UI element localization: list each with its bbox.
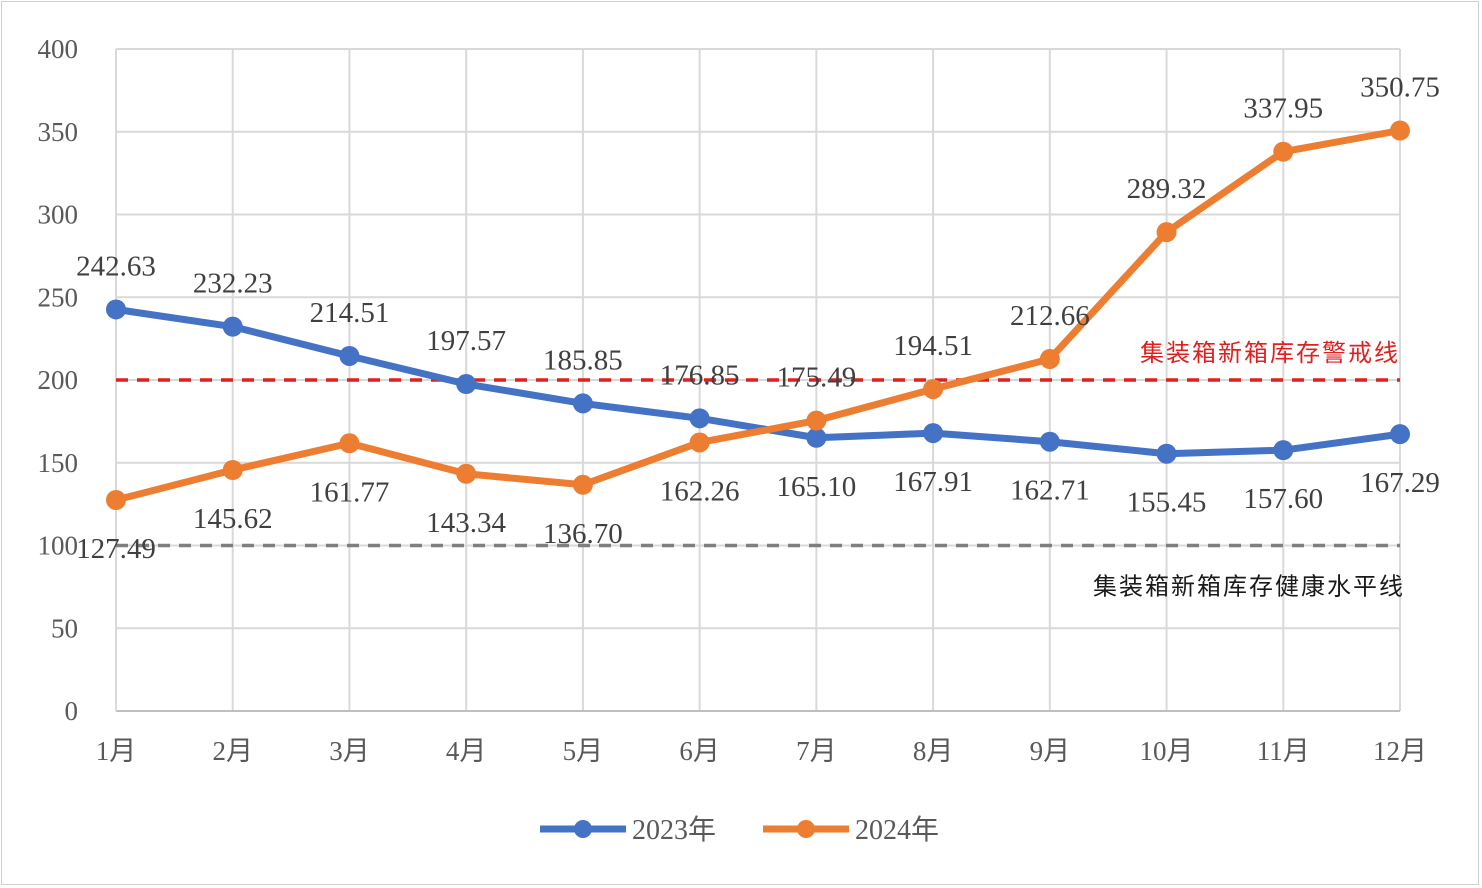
x-tick-label: 10月 <box>1140 736 1194 766</box>
y-tick-label: 250 <box>38 282 79 312</box>
x-tick-label: 3月 <box>329 736 370 766</box>
data-point <box>1039 349 1060 370</box>
series-group <box>106 120 1410 511</box>
data-point <box>222 459 243 480</box>
data-label: 176.85 <box>660 359 740 391</box>
y-tick-label: 50 <box>51 613 78 643</box>
data-label: 175.49 <box>776 362 856 394</box>
data-point <box>689 408 710 429</box>
legend-marker <box>797 820 815 838</box>
series-line <box>112 127 1404 504</box>
data-point <box>456 374 477 395</box>
data-label: 162.71 <box>1010 475 1090 507</box>
x-tick-label: 6月 <box>679 736 720 766</box>
reference-line-label: 集装箱新箱库存健康水平线 <box>1093 573 1405 601</box>
data-label: 194.51 <box>893 330 973 362</box>
y-tick-label: 350 <box>38 117 79 147</box>
x-tick-label: 8月 <box>913 736 954 766</box>
data-point <box>222 316 243 337</box>
data-point <box>106 490 126 511</box>
data-point <box>806 427 827 448</box>
data-point <box>923 423 944 444</box>
x-tick-label: 9月 <box>1030 736 1071 766</box>
data-label: 136.70 <box>543 518 623 550</box>
reference-line-label: 集装箱新箱库存警戒线 <box>1140 339 1400 367</box>
data-label: 197.57 <box>426 325 506 357</box>
x-tick-label: 11月 <box>1257 736 1310 766</box>
data-label: 161.77 <box>310 476 390 508</box>
data-label: 167.29 <box>1360 467 1440 499</box>
data-label: 165.10 <box>776 471 856 503</box>
data-label: 157.60 <box>1243 483 1323 515</box>
x-tick-label: 2月 <box>212 736 253 766</box>
data-label: 162.26 <box>660 475 740 507</box>
data-point <box>1390 120 1410 141</box>
data-label: 350.75 <box>1360 72 1440 104</box>
legend-label: 2023年 <box>632 814 716 846</box>
data-label: 185.85 <box>543 344 623 376</box>
data-point <box>572 474 593 495</box>
legend-label: 2024年 <box>855 814 939 846</box>
data-label: 289.32 <box>1127 173 1207 205</box>
x-tick-label: 1月 <box>96 736 137 766</box>
data-label: 127.49 <box>76 533 156 565</box>
data-label: 337.95 <box>1243 93 1323 125</box>
x-tick-label: 7月 <box>796 736 837 766</box>
data-label: 212.66 <box>1010 300 1090 332</box>
data-point <box>1390 424 1410 445</box>
data-point <box>923 379 944 400</box>
data-point <box>1273 440 1294 461</box>
data-point <box>572 393 593 414</box>
x-tick-label: 4月 <box>446 736 487 766</box>
data-point <box>339 345 360 366</box>
data-point <box>456 463 477 484</box>
y-tick-label: 200 <box>38 365 79 395</box>
legend: 2023年 2024年 <box>540 814 939 846</box>
data-labels: 242.63 127.49 232.23 145.62 214.51 161.77 197.… <box>76 72 1440 565</box>
data-point <box>106 299 126 320</box>
data-label: 145.62 <box>193 503 273 535</box>
y-tick-label: 150 <box>38 448 79 478</box>
y-tick-label: 100 <box>38 531 79 561</box>
y-tick-label: 300 <box>38 200 79 230</box>
data-label: 143.34 <box>426 507 506 539</box>
y-tick-label: 400 <box>38 34 79 64</box>
data-point <box>1156 222 1177 243</box>
axes: 0 50 100 150 200 250 300 350 400 1月 2月 3月 4月 5月 6月 7月 8月… <box>38 34 1428 766</box>
data-point <box>1273 141 1294 162</box>
x-tick-label: 12月 <box>1373 736 1427 766</box>
legend-marker <box>574 820 592 838</box>
data-label: 214.51 <box>310 297 390 329</box>
data-point <box>689 432 710 453</box>
data-label: 232.23 <box>193 268 273 300</box>
data-point <box>806 410 827 431</box>
data-point <box>1039 431 1060 452</box>
x-tick-label: 5月 <box>563 736 604 766</box>
data-point <box>1156 443 1177 464</box>
data-point <box>339 433 360 454</box>
data-label: 167.91 <box>893 466 973 498</box>
data-label: 155.45 <box>1127 487 1207 519</box>
y-tick-label: 0 <box>65 696 79 726</box>
data-label: 242.63 <box>76 250 156 282</box>
